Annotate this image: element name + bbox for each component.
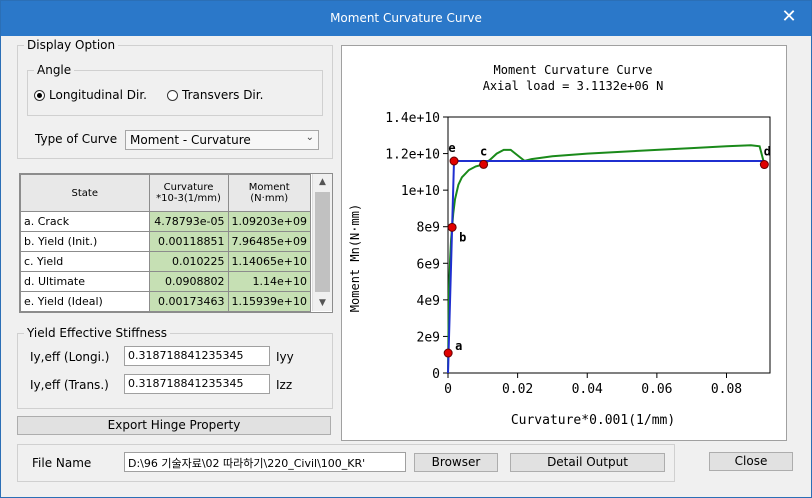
iyy-unit: Iyy — [276, 350, 294, 364]
header-moment: Moment (N·mm) — [227, 174, 311, 212]
header-state: State — [20, 174, 150, 212]
moment-curvature-line — [447, 144, 766, 374]
cell-moment: 7.96485e+09 — [227, 231, 311, 252]
result-table: State Curvature *10-3(1/mm) Moment (N·mm… — [20, 174, 311, 312]
cell-moment: 1.09203e+09 — [227, 211, 311, 232]
x-tick-label: 0.02 — [502, 382, 533, 397]
table-row[interactable]: c. Yield 0.010225 1.14065e+10 — [20, 251, 311, 272]
cell-state: c. Yield — [20, 251, 150, 272]
cell-state: a. Crack — [20, 211, 150, 232]
y-tick-label: 1e+10 — [401, 184, 440, 199]
close-button[interactable]: Close — [709, 452, 793, 471]
cell-state: d. Ultimate — [20, 271, 150, 292]
table-row[interactable]: d. Ultimate 0.0908802 1.14e+10 — [20, 271, 311, 292]
cell-state: b. Yield (Init.) — [20, 231, 150, 252]
y-tick-label: 1.4e+10 — [385, 111, 440, 126]
y-tick-label: 6e9 — [417, 257, 440, 272]
x-tick-label: 0.06 — [641, 382, 672, 397]
iy-longi-label: Iy,eff (Longi.) — [30, 350, 110, 364]
izz-unit: Izz — [276, 378, 293, 392]
display-option-title: Display Option — [24, 38, 119, 52]
scroll-up-icon[interactable]: ▲ — [319, 177, 326, 187]
point-d — [759, 160, 769, 170]
table-row[interactable]: e. Yield (Ideal) 0.00173463 1.15939e+10 — [20, 291, 311, 312]
point-c — [479, 159, 489, 169]
type-of-curve-select[interactable]: Moment - Curvature ⌄ — [125, 130, 319, 150]
point-b — [447, 222, 457, 232]
close-window-icon[interactable]: ✕ — [781, 6, 797, 27]
type-of-curve-label: Type of Curve — [35, 132, 118, 146]
point-label-c: c — [480, 144, 487, 158]
angle-group: Angle Longitudinal Dir. Transvers Dir. — [27, 63, 323, 116]
angle-title: Angle — [34, 63, 75, 77]
browser-button[interactable]: Browser — [414, 453, 498, 472]
cell-curvature: 0.00118851 — [148, 231, 229, 252]
iy-trans-label: Iy,eff (Trans.) — [30, 378, 109, 392]
detail-output-button[interactable]: Detail Output — [510, 453, 665, 472]
file-name-field[interactable]: D:\96 기술자료\02 따라하기\220_Civil\100_KR' — [124, 452, 406, 472]
cell-moment: 1.15939e+10 — [227, 291, 311, 312]
radio-longitudinal-label: Longitudinal Dir. — [49, 88, 147, 102]
scroll-down-icon[interactable]: ▼ — [319, 298, 326, 308]
header-curvature: Curvature *10-3(1/mm) — [148, 174, 229, 212]
iy-longi-field[interactable]: 0.318718841235345 — [124, 346, 270, 366]
display-option-group: Display Option Angle Longitudinal Dir. T… — [17, 38, 333, 159]
point-label-b: b — [459, 230, 466, 244]
radio-dot-icon — [34, 89, 45, 101]
table-scrollbar[interactable]: ▲ ▼ — [312, 174, 332, 311]
window-title: Moment Curvature Curve — [330, 11, 482, 25]
moment-curvature-chart: Moment Curvature Curve Axial load = 3.11… — [348, 63, 771, 428]
type-of-curve-value: Moment - Curvature — [130, 133, 251, 147]
chart-subtitle: Axial load = 3.1132e+06 N — [483, 79, 664, 93]
chart-title: Moment Curvature Curve — [494, 63, 653, 77]
y-tick-label: 8e9 — [417, 221, 440, 236]
file-group: File Name D:\96 기술자료\02 따라하기\220_Civil\1… — [17, 444, 675, 482]
export-hinge-button[interactable]: Export Hinge Property — [17, 416, 331, 435]
stiffness-group: Yield Effective Stiffness Iy,eff (Longi.… — [17, 326, 333, 409]
cell-curvature: 4.78793e-05 — [148, 211, 229, 232]
y-tick-label: 0 — [432, 367, 440, 382]
point-a — [443, 348, 453, 358]
file-name-label: File Name — [32, 456, 92, 470]
y-tick-label: 4e9 — [417, 294, 440, 309]
x-tick-label: 0.08 — [711, 382, 742, 397]
y-tick-label: 1.2e+10 — [385, 148, 440, 163]
table-header-row: State Curvature *10-3(1/mm) Moment (N·mm… — [20, 174, 311, 212]
table-row[interactable]: b. Yield (Init.) 0.00118851 7.96485e+09 — [20, 231, 311, 252]
title-bar: Moment Curvature Curve ✕ — [1, 1, 811, 36]
radio-transvers-label: Transvers Dir. — [182, 88, 264, 102]
y-tick-label: 2e9 — [417, 330, 440, 345]
cell-curvature: 0.00173463 — [148, 291, 229, 312]
x-tick-label: 0.04 — [572, 382, 603, 397]
cell-moment: 1.14065e+10 — [227, 251, 311, 272]
x-axis-label: Curvature*0.001(1/mm) — [511, 413, 675, 428]
radio-longitudinal[interactable]: Longitudinal Dir. — [34, 88, 147, 102]
cell-curvature: 0.010225 — [148, 251, 229, 272]
stiffness-title: Yield Effective Stiffness — [24, 326, 170, 340]
point-label-a: a — [455, 339, 462, 353]
radio-transvers[interactable]: Transvers Dir. — [167, 88, 263, 102]
cell-state: e. Yield (Ideal) — [20, 291, 150, 312]
ideal-bilinear-line — [447, 160, 765, 374]
cell-curvature: 0.0908802 — [148, 271, 229, 292]
point-label-e: e — [448, 141, 455, 155]
chevron-down-icon: ⌄ — [305, 132, 314, 143]
scroll-thumb[interactable] — [315, 192, 330, 292]
chart-frame: Moment Curvature Curve Axial load = 3.11… — [341, 45, 787, 441]
plot-area-border — [447, 116, 771, 374]
cell-moment: 1.14e+10 — [227, 271, 311, 292]
radio-dot-icon — [167, 89, 178, 101]
table-row[interactable]: a. Crack 4.78793e-05 1.09203e+09 — [20, 211, 311, 232]
y-axis-label: Moment Mn(N·mm) — [348, 204, 362, 312]
x-tick-label: 0 — [444, 382, 452, 397]
iy-trans-field[interactable]: 0.318718841235345 — [124, 374, 270, 394]
point-label-d: d — [764, 145, 771, 159]
point-e — [449, 156, 459, 166]
result-table-container: State Curvature *10-3(1/mm) Moment (N·mm… — [19, 173, 333, 313]
